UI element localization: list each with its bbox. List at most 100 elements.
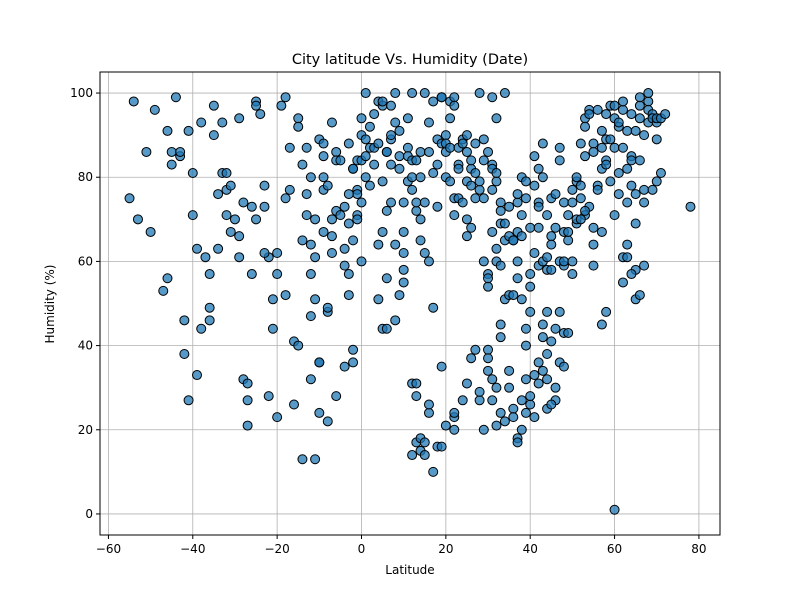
data-point xyxy=(601,306,612,317)
data-point xyxy=(158,285,169,296)
data-point xyxy=(634,155,645,166)
data-point xyxy=(626,155,637,166)
data-point xyxy=(529,180,540,191)
data-point xyxy=(415,172,426,183)
data-point xyxy=(546,399,557,410)
data-point xyxy=(310,252,321,263)
y-tick-label: 80 xyxy=(78,170,93,184)
data-point xyxy=(335,155,346,166)
data-point xyxy=(364,180,375,191)
data-point xyxy=(217,117,228,128)
data-point xyxy=(411,197,422,208)
data-point xyxy=(550,323,561,334)
data-point xyxy=(390,315,401,326)
data-point xyxy=(326,117,337,128)
data-point xyxy=(613,189,624,200)
data-point xyxy=(213,243,224,254)
data-point xyxy=(512,437,523,448)
data-point xyxy=(537,138,548,149)
data-point xyxy=(225,180,236,191)
x-tick-label: −20 xyxy=(264,542,289,556)
data-point xyxy=(428,96,439,107)
data-point xyxy=(558,256,569,267)
data-point xyxy=(255,109,266,120)
data-point xyxy=(402,142,413,153)
data-point xyxy=(419,450,430,461)
data-point xyxy=(529,247,540,258)
data-point xyxy=(563,235,574,246)
data-point xyxy=(546,336,557,347)
data-point xyxy=(563,210,574,221)
data-point xyxy=(297,235,308,246)
data-point xyxy=(470,168,481,179)
plot-frame xyxy=(99,71,721,536)
data-point xyxy=(272,247,283,258)
y-axis-label: Humidity (%) xyxy=(43,265,57,344)
data-point xyxy=(166,146,177,157)
data-point xyxy=(187,168,198,179)
data-point xyxy=(449,92,460,103)
data-point xyxy=(461,146,472,157)
data-point xyxy=(411,155,422,166)
data-point xyxy=(542,252,553,263)
x-tick-label: −40 xyxy=(180,542,205,556)
data-point xyxy=(326,247,337,258)
data-point xyxy=(369,159,380,170)
data-point xyxy=(470,138,481,149)
y-axis-ticks: 0 20 40 60 80 100 xyxy=(70,86,100,521)
x-tick-label: 0 xyxy=(358,542,366,556)
data-point xyxy=(141,146,152,157)
data-point xyxy=(162,273,173,284)
data-point xyxy=(487,395,498,406)
data-point xyxy=(373,239,384,250)
data-point xyxy=(394,290,405,301)
data-point xyxy=(415,214,426,225)
data-point xyxy=(487,92,498,103)
data-point xyxy=(423,117,434,128)
data-point xyxy=(651,134,662,145)
data-point xyxy=(259,247,270,258)
data-point xyxy=(386,130,397,141)
data-point xyxy=(423,146,434,157)
data-point xyxy=(331,391,342,402)
data-point xyxy=(318,151,329,162)
data-point xyxy=(634,100,645,111)
data-point xyxy=(483,273,494,284)
data-point xyxy=(377,176,388,187)
data-point xyxy=(386,100,397,111)
data-point xyxy=(284,184,295,195)
data-point xyxy=(596,226,607,237)
data-point xyxy=(318,172,329,183)
data-points xyxy=(124,88,696,515)
data-point xyxy=(445,113,456,124)
data-point xyxy=(592,184,603,195)
data-point xyxy=(495,407,506,418)
data-point xyxy=(512,256,523,267)
data-point xyxy=(634,92,645,103)
data-point xyxy=(225,226,236,237)
data-point xyxy=(390,117,401,128)
data-point xyxy=(529,370,540,381)
data-point xyxy=(499,416,510,427)
data-point xyxy=(622,125,633,136)
data-point xyxy=(474,176,485,187)
data-point xyxy=(483,281,494,292)
data-point xyxy=(537,332,548,343)
data-point xyxy=(208,130,219,141)
data-point xyxy=(491,243,502,254)
data-point xyxy=(639,197,650,208)
data-point xyxy=(149,104,160,115)
data-point xyxy=(335,210,346,221)
data-point xyxy=(504,382,515,393)
data-point xyxy=(483,353,494,364)
data-point xyxy=(660,109,671,120)
data-point xyxy=(175,146,186,157)
data-point xyxy=(630,218,641,229)
data-point xyxy=(512,273,523,284)
data-point xyxy=(563,327,574,338)
data-point xyxy=(356,113,367,124)
data-point xyxy=(289,399,300,410)
data-point xyxy=(525,281,536,292)
data-point xyxy=(145,226,156,237)
data-point xyxy=(310,214,321,225)
